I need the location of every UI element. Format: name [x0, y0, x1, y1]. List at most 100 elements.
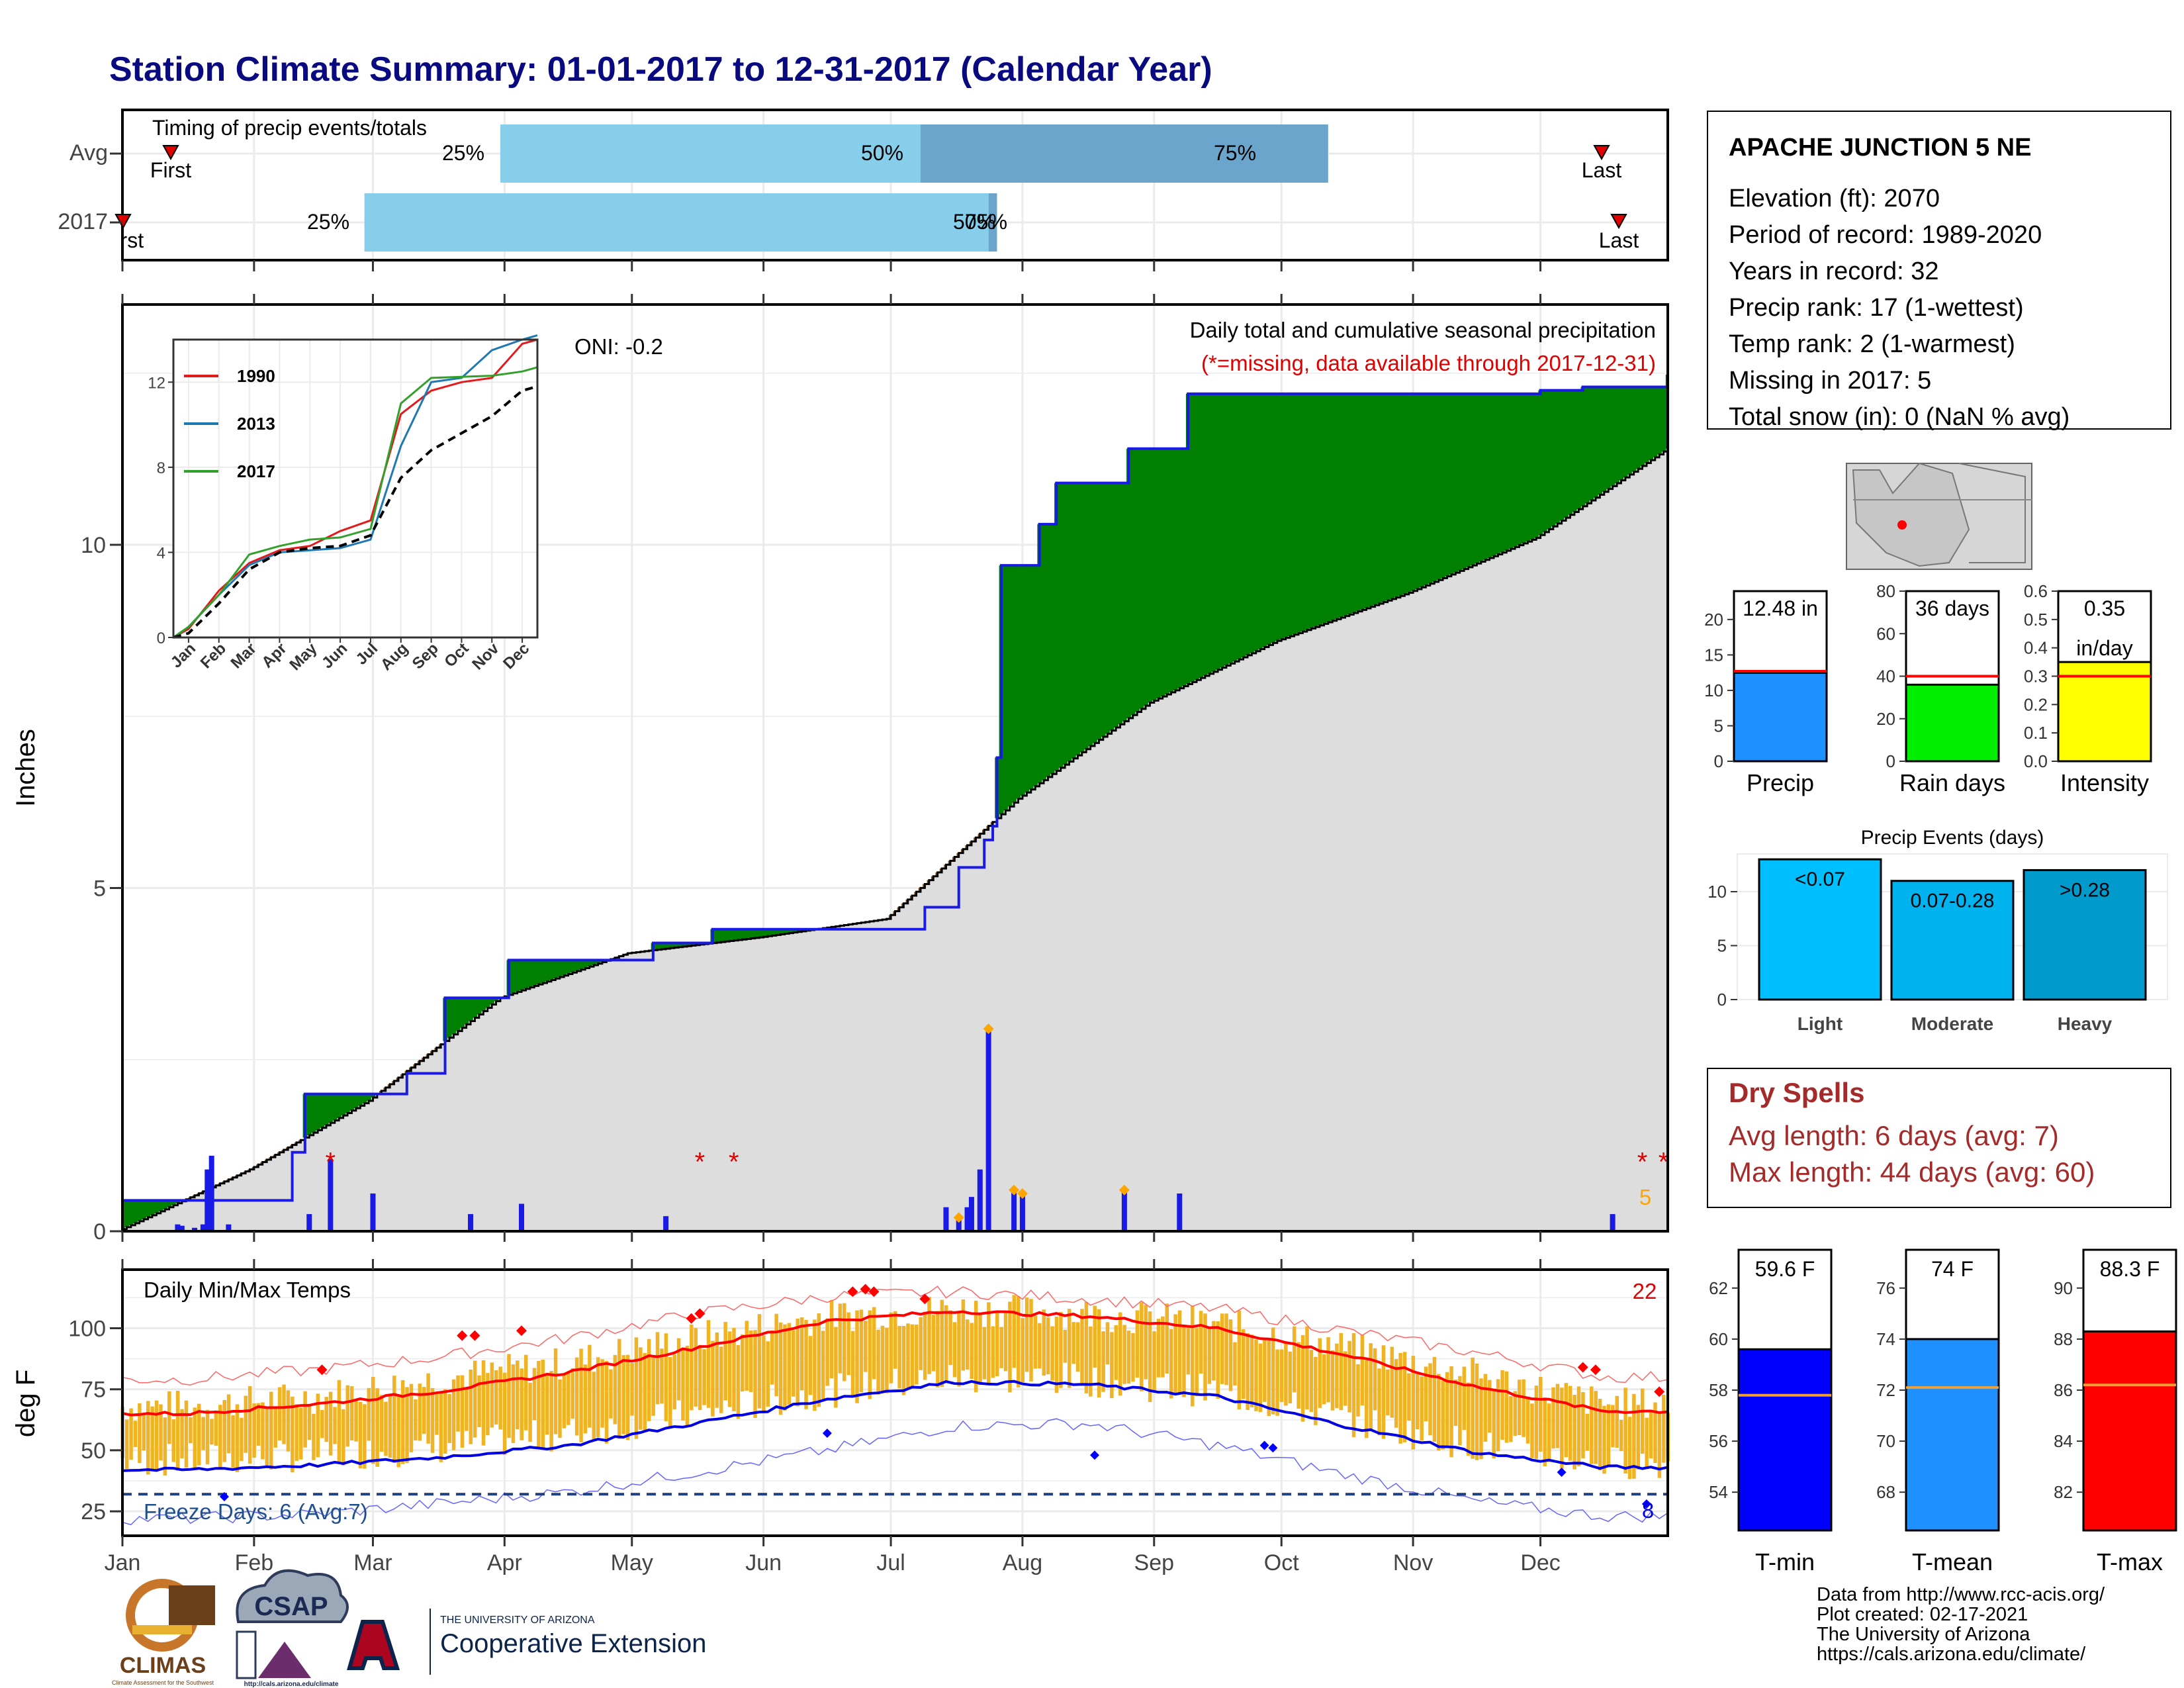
daily-temp-bar: [617, 1338, 621, 1439]
daily-temp-bar: [303, 1391, 307, 1448]
daily-temp-bar: [316, 1393, 320, 1458]
daily-temp-bar: [668, 1357, 672, 1428]
daily-temp-bar: [341, 1409, 345, 1466]
daily-temp-bar: [1351, 1333, 1356, 1438]
daily-temp-bar: [897, 1326, 901, 1389]
record-high-marker: [1577, 1362, 1588, 1373]
excess-fill: [1199, 393, 1204, 679]
summary-bar-intensity: [2057, 661, 2152, 763]
daily-temp-bar: [1373, 1348, 1377, 1411]
timing-panel: Timing of precip events/totals First Last 2…: [58, 109, 1669, 271]
daily-temp-bar: [1424, 1366, 1428, 1422]
daily-temp-bar: [1564, 1383, 1569, 1458]
daily-temp-bar: [583, 1364, 588, 1434]
excess-fill: [481, 998, 486, 1011]
daily-temp-bar: [1381, 1345, 1386, 1439]
daily-temp-bar: [282, 1384, 286, 1444]
daily-temp-bar: [1148, 1311, 1152, 1402]
daily-temp-bar: [328, 1391, 333, 1456]
daily-temp-bar: [516, 1360, 520, 1430]
summary-y-tick-label: 0.2: [2024, 694, 2048, 714]
dry-spells-max: Max length: 44 days (avg: 60): [1729, 1156, 2095, 1188]
daily-temp-bar: [579, 1348, 583, 1442]
daily-temp-bar: [320, 1410, 324, 1438]
daily-temp-bar: [1288, 1351, 1293, 1404]
daily-temp-bar: [681, 1348, 685, 1421]
excess-fill: [353, 1094, 359, 1109]
daily-temp-bar: [1339, 1333, 1343, 1411]
inset-normal-line: [173, 385, 538, 639]
daily-temp-bar: [1623, 1387, 1627, 1474]
daily-temp-bar: [838, 1303, 842, 1374]
daily-temp-bar: [872, 1307, 876, 1380]
summary-value-unit: in/day: [2076, 636, 2132, 660]
daily-temp-bar: [1003, 1313, 1008, 1372]
daily-temp-bar: [757, 1314, 762, 1409]
excess-fill: [1050, 524, 1055, 774]
daily-temp-bar: [1453, 1380, 1458, 1427]
daily-temp-bar: [205, 1409, 210, 1465]
daily-temp-bar: [609, 1369, 613, 1419]
daily-temp-bar: [345, 1385, 349, 1447]
daily-temp-bar: [829, 1299, 834, 1379]
daily-temp-bar: [1271, 1327, 1275, 1415]
obs-p75-label: 75%: [965, 210, 1007, 234]
dry-spells-frame: [1707, 1068, 2171, 1208]
daily-temp-bar: [923, 1311, 927, 1380]
daily-temp-bar: [396, 1396, 400, 1468]
excess-fill: [468, 998, 473, 1021]
excess-fill: [1067, 483, 1072, 762]
temp-summary-y-tick-label: 88: [2054, 1329, 2073, 1349]
csap-text: CSAP: [254, 1592, 328, 1621]
excess-fill: [1037, 524, 1042, 784]
excess-fill: [1547, 390, 1552, 530]
daily-temp-bar: [842, 1303, 846, 1382]
excess-fill: [1576, 390, 1582, 510]
daily-temp-bar: [1084, 1301, 1089, 1393]
daily-temp-bar: [1653, 1402, 1657, 1463]
daily-temp-bar: [1131, 1333, 1135, 1382]
daily-temp-bar: [363, 1404, 367, 1469]
summary-y-tick-label: 5: [1714, 716, 1723, 735]
excess-fill: [749, 929, 754, 939]
excess-fill: [663, 943, 668, 949]
daily-temp-bar: [1479, 1378, 1483, 1460]
excess-fill: [1475, 393, 1480, 564]
daily-temp-bar: [694, 1328, 698, 1407]
record-high-marker: [694, 1308, 705, 1319]
daily-temp-bar: [371, 1377, 375, 1464]
temp-summary-value: 59.6 F: [1755, 1257, 1815, 1281]
daily-temp-bar: [1475, 1363, 1479, 1460]
record-high-marker: [686, 1313, 697, 1324]
excess-fill: [1164, 448, 1169, 695]
daily-record-marker: [1009, 1184, 1020, 1196]
daily-temp-bar: [1365, 1360, 1369, 1438]
daily-temp-bar: [226, 1394, 231, 1454]
precip-event-category: Moderate: [1911, 1013, 1993, 1034]
excess-fill: [740, 929, 745, 940]
daily-temp-bar: [1024, 1297, 1029, 1372]
daily-precip-bar: [192, 1227, 198, 1231]
obs-last-label: Last: [1599, 228, 1639, 252]
excess-fill: [1635, 387, 1641, 469]
daily-temp-bar: [893, 1311, 897, 1369]
avg-p25-label: 25%: [442, 141, 484, 165]
precip-event-bar-heavy: [2023, 868, 2147, 1001]
record-low-marker: [1089, 1450, 1099, 1460]
daily-temp-bar: [523, 1354, 528, 1430]
timing-title: Timing of precip events/totals: [152, 116, 427, 140]
excess-fill: [545, 960, 550, 982]
daily-precip-bar: [1011, 1190, 1017, 1231]
daily-temp-bar: [1118, 1312, 1122, 1396]
missing-day-marker: *: [729, 1147, 739, 1176]
precip-event-category: Light: [1797, 1013, 1843, 1034]
excess-fill: [1169, 448, 1174, 692]
daily-temp-bar: [1611, 1405, 1615, 1448]
excess-fill: [1457, 393, 1463, 571]
daily-temp-bar: [426, 1373, 430, 1444]
temp-y-axis-label: deg F: [11, 1370, 40, 1437]
excess-fill: [1440, 393, 1445, 579]
excess-fill: [1177, 448, 1183, 688]
excess-fill: [1368, 393, 1373, 607]
daily-temp-bar: [1284, 1342, 1288, 1406]
